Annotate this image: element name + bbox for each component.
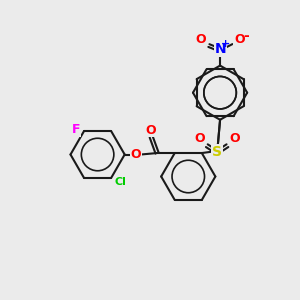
Text: O: O [146,124,157,137]
Text: O: O [234,33,244,46]
Text: -: - [244,29,250,43]
Text: +: + [221,39,231,50]
Text: O: O [130,148,141,161]
Text: O: O [196,33,206,46]
Text: O: O [194,132,205,145]
Text: F: F [71,123,80,136]
Text: N: N [214,42,226,56]
Text: Cl: Cl [115,176,127,187]
Text: O: O [230,132,240,145]
Text: S: S [212,145,222,159]
